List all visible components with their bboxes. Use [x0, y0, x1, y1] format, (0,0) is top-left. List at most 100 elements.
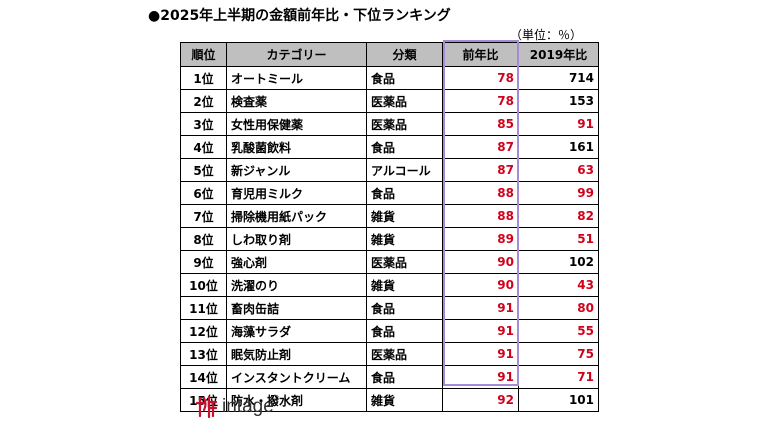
cell-yoy: 92: [442, 388, 519, 412]
cell-vs2019: 153: [518, 89, 599, 113]
cell-rank: 5位: [180, 158, 227, 182]
cell-category: オートミール: [226, 66, 367, 90]
cell-vs2019: 51: [518, 227, 599, 251]
cell-category: 強心剤: [226, 250, 367, 274]
cell-genre: 雑貨: [366, 388, 443, 412]
cell-vs2019: 75: [518, 342, 599, 366]
table-row: 2位 検査薬 医薬品 78 153: [180, 89, 599, 113]
cell-yoy: 88: [442, 181, 519, 205]
unit-note: （単位：％）: [510, 28, 583, 42]
cell-vs2019: 43: [518, 273, 599, 297]
header-rank: 順位: [180, 42, 227, 67]
cell-rank: 6位: [180, 181, 227, 205]
cell-yoy: 91: [442, 296, 519, 320]
table-row: 6位 育児用ミルク 食品 88 99: [180, 181, 599, 205]
logo-text: intage: [222, 396, 274, 417]
table-row: 3位 女性用保健薬 医薬品 85 91: [180, 112, 599, 136]
cell-rank: 7位: [180, 204, 227, 228]
cell-yoy: 91: [442, 319, 519, 343]
intage-logo: intage: [196, 393, 274, 421]
cell-genre: 医薬品: [366, 342, 443, 366]
table-row: 11位 畜肉缶詰 食品 91 80: [180, 296, 599, 320]
header-genre: 分類: [366, 42, 443, 67]
header-category: カテゴリー: [226, 42, 367, 67]
cell-yoy: 87: [442, 158, 519, 182]
cell-category: 検査薬: [226, 89, 367, 113]
cell-vs2019: 63: [518, 158, 599, 182]
cell-vs2019: 714: [518, 66, 599, 90]
cell-rank: 4位: [180, 135, 227, 159]
cell-vs2019: 80: [518, 296, 599, 320]
cell-yoy: 85: [442, 112, 519, 136]
cell-genre: 食品: [366, 296, 443, 320]
cell-yoy: 78: [442, 66, 519, 90]
intage-logo-mark-icon: [196, 395, 218, 419]
cell-genre: 食品: [366, 66, 443, 90]
cell-rank: 2位: [180, 89, 227, 113]
ranking-table: 順位 カテゴリー 分類 前年比 2019年比 1位 オートミール 食品 78 714 2位…: [180, 42, 599, 412]
table-row: 5位 新ジャンル アルコール 87 63: [180, 158, 599, 182]
table-header-row: 順位 カテゴリー 分類 前年比 2019年比: [180, 42, 599, 67]
cell-vs2019: 99: [518, 181, 599, 205]
cell-category: 防水・撥水剤: [226, 388, 367, 412]
cell-genre: 雑貨: [366, 227, 443, 251]
cell-genre: 医薬品: [366, 89, 443, 113]
cell-genre: アルコール: [366, 158, 443, 182]
cell-yoy: 89: [442, 227, 519, 251]
header-vs2019: 2019年比: [518, 42, 599, 67]
cell-category: 新ジャンル: [226, 158, 367, 182]
table-row: 1位 オートミール 食品 78 714: [180, 66, 599, 90]
cell-rank: 15位: [180, 388, 227, 412]
cell-category: 洗濯のり: [226, 273, 367, 297]
cell-genre: 食品: [366, 181, 443, 205]
cell-yoy: 78: [442, 89, 519, 113]
cell-category: 掃除機用紙パック: [226, 204, 367, 228]
cell-genre: 雑貨: [366, 273, 443, 297]
cell-vs2019: 55: [518, 319, 599, 343]
cell-vs2019: 82: [518, 204, 599, 228]
cell-category: 畜肉缶詰: [226, 296, 367, 320]
cell-yoy: 90: [442, 250, 519, 274]
cell-genre: 食品: [366, 365, 443, 389]
cell-genre: 食品: [366, 319, 443, 343]
table-row: 8位 しわ取り剤 雑貨 89 51: [180, 227, 599, 251]
cell-genre: 食品: [366, 135, 443, 159]
table-row: 15位 防水・撥水剤 雑貨 92 101: [180, 388, 599, 412]
cell-rank: 3位: [180, 112, 227, 136]
cell-category: 乳酸菌飲料: [226, 135, 367, 159]
cell-rank: 1位: [180, 66, 227, 90]
cell-rank: 12位: [180, 319, 227, 343]
cell-genre: 医薬品: [366, 112, 443, 136]
cell-category: しわ取り剤: [226, 227, 367, 251]
cell-category: 育児用ミルク: [226, 181, 367, 205]
cell-rank: 8位: [180, 227, 227, 251]
table-row: 4位 乳酸菌飲料 食品 87 161: [180, 135, 599, 159]
cell-category: インスタントクリーム: [226, 365, 367, 389]
cell-genre: 雑貨: [366, 204, 443, 228]
cell-vs2019: 161: [518, 135, 599, 159]
cell-category: 女性用保健薬: [226, 112, 367, 136]
cell-rank: 13位: [180, 342, 227, 366]
cell-rank: 9位: [180, 250, 227, 274]
cell-yoy: 91: [442, 342, 519, 366]
page-title: ●2025年上半期の金額前年比・下位ランキング: [148, 8, 451, 24]
table-row: 14位 インスタントクリーム 食品 91 71: [180, 365, 599, 389]
cell-yoy: 90: [442, 273, 519, 297]
table-row: 13位 眠気防止剤 医薬品 91 75: [180, 342, 599, 366]
table-body: 1位 オートミール 食品 78 714 2位 検査薬 医薬品 78 153 3位 女性用保健薬 医薬品 8…: [180, 66, 599, 412]
table-row: 9位 強心剤 医薬品 90 102: [180, 250, 599, 274]
table-row: 7位 掃除機用紙パック 雑貨 88 82: [180, 204, 599, 228]
cell-rank: 10位: [180, 273, 227, 297]
cell-vs2019: 91: [518, 112, 599, 136]
cell-vs2019: 71: [518, 365, 599, 389]
cell-rank: 14位: [180, 365, 227, 389]
cell-yoy: 88: [442, 204, 519, 228]
table-row: 12位 海藻サラダ 食品 91 55: [180, 319, 599, 343]
cell-rank: 11位: [180, 296, 227, 320]
cell-yoy: 91: [442, 365, 519, 389]
cell-yoy: 87: [442, 135, 519, 159]
cell-category: 眠気防止剤: [226, 342, 367, 366]
cell-vs2019: 102: [518, 250, 599, 274]
header-yoy: 前年比: [442, 42, 519, 67]
cell-genre: 医薬品: [366, 250, 443, 274]
